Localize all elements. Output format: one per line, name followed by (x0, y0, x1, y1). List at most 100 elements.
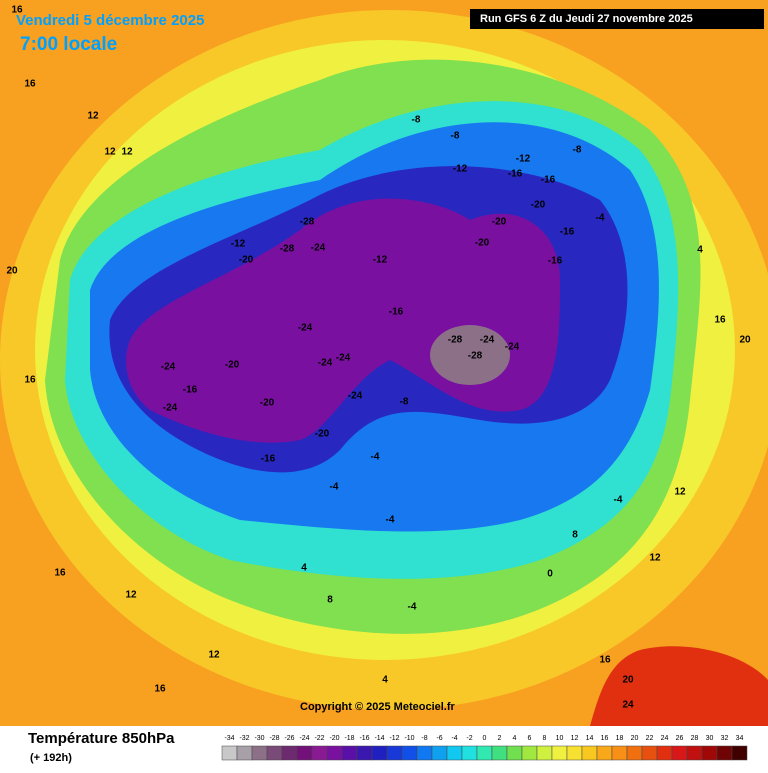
isotherm-label: 20 (622, 675, 634, 686)
isotherm-label: -8 (573, 145, 582, 156)
scale-swatch (626, 745, 643, 761)
zone-hot (590, 646, 768, 726)
scale-label: 4 (513, 735, 517, 742)
scale-swatch (446, 745, 463, 761)
variable-title: Température 850hPa (28, 730, 175, 747)
scale-swatch (476, 745, 493, 761)
isotherm-label: -24 (161, 362, 176, 373)
isotherm-label: 16 (54, 568, 66, 579)
scale-swatch (581, 745, 598, 761)
scale-swatch (551, 745, 568, 761)
scale-swatch (296, 745, 313, 761)
scale-swatch (266, 745, 283, 761)
scale-label: 30 (706, 735, 714, 742)
isotherm-label: -4 (371, 452, 380, 463)
isotherm-label: -20 (531, 200, 546, 211)
scale-label: -8 (421, 735, 427, 742)
scale-swatch (356, 745, 373, 761)
isotherm-label: -4 (596, 213, 605, 224)
zone-coldest (430, 325, 510, 385)
isotherm-labels: -24-24-20-24-24 -24-24-24-24-28-28-28-28-… (6, 5, 751, 711)
scale-label: 2 (498, 735, 502, 742)
isotherm-label: -20 (239, 255, 254, 266)
isotherm-label: -12 (231, 239, 246, 250)
isotherm-label: 12 (121, 147, 133, 158)
scale-label: -12 (389, 735, 399, 742)
isotherm-label: -16 (183, 385, 198, 396)
isotherm-label: -20 (225, 360, 240, 371)
isotherm-label: -24 (336, 353, 351, 364)
isotherm-label: 20 (6, 266, 18, 277)
scale-label: 20 (631, 735, 639, 742)
isotherm-label: -4 (408, 602, 417, 613)
scale-swatch (311, 745, 328, 761)
scale-swatch (401, 745, 418, 761)
scale-label: 22 (646, 735, 654, 742)
scale-swatch (536, 745, 553, 761)
isotherm-label: -20 (315, 429, 330, 440)
isotherm-label: -8 (400, 397, 409, 408)
isotherm-label: 12 (104, 147, 116, 158)
scale-swatch (281, 745, 298, 761)
isotherm-label: -16 (261, 454, 276, 465)
isotherm-label: -24 (480, 335, 495, 346)
isotherm-label: 16 (11, 5, 23, 16)
isotherm-label: -24 (318, 358, 333, 369)
scale-label: 0 (483, 735, 487, 742)
scale-swatch (251, 745, 268, 761)
scale-swatch (461, 745, 478, 761)
scale-label: -4 (451, 735, 457, 742)
isotherm-label: -4 (614, 495, 623, 506)
color-scale: -34 -32 -30 -28 -26 -24 -22 -20 -18 -16 -14 -12 -10-… (221, 735, 748, 761)
isotherm-label: 12 (674, 487, 686, 498)
isotherm-label: 12 (208, 650, 220, 661)
scale-label: -14 (374, 735, 384, 742)
isotherm-label: -16 (508, 169, 523, 180)
scale-label: -10 (404, 735, 414, 742)
scale-label: 32 (721, 735, 729, 742)
isotherm-label: 4 (382, 675, 388, 686)
scale-swatch (371, 745, 388, 761)
scale-swatch (236, 745, 253, 761)
isotherm-label: 12 (649, 553, 661, 564)
scale-swatch (611, 745, 628, 761)
scale-label: 16 (601, 735, 609, 742)
isotherm-label: -4 (386, 515, 395, 526)
scale-label: 26 (676, 735, 684, 742)
isotherm-label: 16 (154, 684, 166, 695)
copyright: Copyright © 2025 Meteociel.fr (300, 701, 456, 713)
isotherm-label: 12 (125, 590, 137, 601)
isotherm-label: -12 (453, 164, 468, 175)
scale-label: -32 (239, 735, 249, 742)
scale-swatch (656, 745, 673, 761)
isotherm-label: -24 (163, 403, 178, 414)
isotherm-label: -28 (448, 335, 463, 346)
isotherm-label: -8 (451, 131, 460, 142)
isotherm-label: 20 (739, 335, 751, 346)
run-banner (470, 9, 764, 29)
scale-swatch (506, 745, 523, 761)
scale-swatch (341, 745, 358, 761)
isotherm-label: 12 (87, 111, 99, 122)
isotherm-label: -4 (330, 482, 339, 493)
isotherm-label: 24 (622, 700, 634, 711)
isotherm-label: -16 (548, 256, 563, 267)
scale-swatch (431, 745, 448, 761)
scale-label: 12 (571, 735, 579, 742)
isotherm-label: -20 (260, 398, 275, 409)
scale-swatch (686, 745, 703, 761)
scale-label: -2 (466, 735, 472, 742)
isotherm-label: 0 (547, 569, 553, 580)
scale-swatch (221, 745, 238, 761)
isotherm-label: -16 (560, 227, 575, 238)
scale-label: 34 (736, 735, 744, 742)
isotherm-label: 4 (697, 245, 703, 256)
isotherm-label: 16 (24, 375, 36, 386)
scale-swatch (731, 745, 748, 761)
scale-label: -30 (254, 735, 264, 742)
isotherm-label: 4 (301, 563, 307, 574)
isotherm-label: -24 (505, 342, 520, 353)
scale-swatch (716, 745, 733, 761)
scale-swatch (491, 745, 508, 761)
